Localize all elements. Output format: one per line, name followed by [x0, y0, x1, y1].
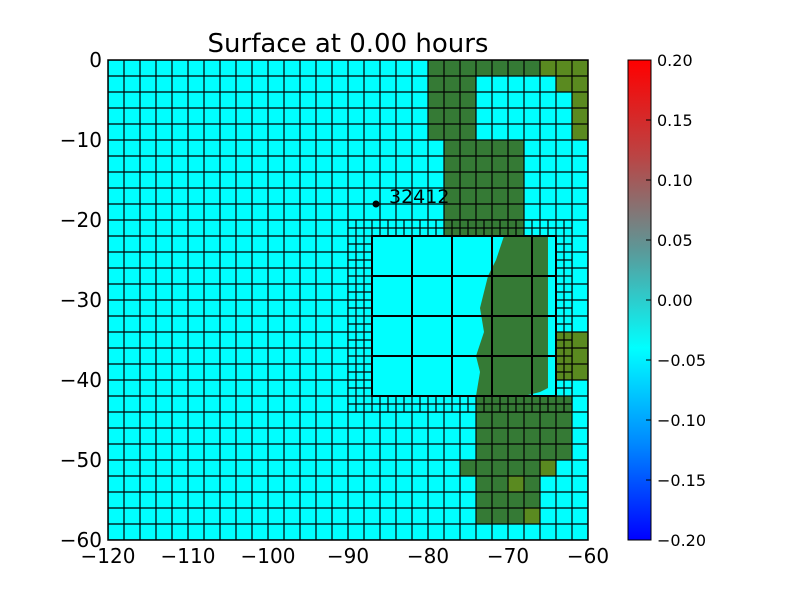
colorbar-tick-label: 0.20	[657, 51, 693, 70]
y-tick-label: −20	[60, 208, 102, 232]
colorbar-tick-label: 0.00	[657, 291, 693, 310]
colorbar-tick-label: −0.20	[657, 531, 706, 550]
y-tick-label: 0	[89, 48, 102, 72]
colorbar-tick-label: −0.10	[657, 411, 706, 430]
y-tick-label: −60	[60, 528, 102, 552]
x-tick-label: −110	[161, 544, 216, 568]
land-cell	[460, 460, 540, 476]
land-highlight-cell	[524, 508, 540, 524]
fine-grid-patch	[347, 219, 573, 413]
inner-region-frame	[371, 235, 557, 397]
plot-area	[108, 60, 588, 540]
colorbar-tick-label: −0.05	[657, 351, 706, 370]
y-tick-label: −50	[60, 448, 102, 472]
land-highlight-cell	[572, 60, 588, 140]
colorbar-tick-label: 0.10	[657, 171, 693, 190]
x-tick-label: −60	[567, 544, 609, 568]
land-highlight-cell	[508, 476, 524, 492]
colorbar-tick-label: 0.05	[657, 231, 693, 250]
x-tick-label: −70	[487, 544, 529, 568]
colorbar-ticks: 0.20 0.15 0.10 0.05 0.00 −0.05 −0.10 −0.15 −0.20	[646, 51, 706, 550]
land-highlight-cell	[540, 60, 556, 76]
land-highlight-cell	[540, 460, 556, 476]
colorbar-tick-label: 0.15	[657, 111, 693, 130]
x-tick-label: −120	[81, 544, 136, 568]
chart-title: Surface at 0.00 hours	[208, 29, 489, 59]
station-marker	[372, 200, 380, 208]
y-axis: 0 −10 −20 −30 −40 −50 −60	[60, 48, 115, 552]
station-label: 32412	[389, 186, 449, 208]
land-highlight-cell	[572, 332, 588, 380]
x-axis: −120 −110 −100 −90 −80 −70 −60	[81, 533, 609, 568]
x-tick-label: −100	[241, 544, 296, 568]
x-tick-label: −80	[407, 544, 449, 568]
x-tick-label: −90	[327, 544, 369, 568]
colorbar-tick-label: −0.15	[657, 471, 706, 490]
y-tick-label: −40	[60, 368, 102, 392]
y-tick-label: −10	[60, 128, 102, 152]
station-marker-group: 32412	[372, 186, 449, 208]
colorbar: 0.20 0.15 0.10 0.05 0.00 −0.05 −0.10 −0.15 −0.20	[627, 51, 706, 550]
y-tick-label: −30	[60, 288, 102, 312]
